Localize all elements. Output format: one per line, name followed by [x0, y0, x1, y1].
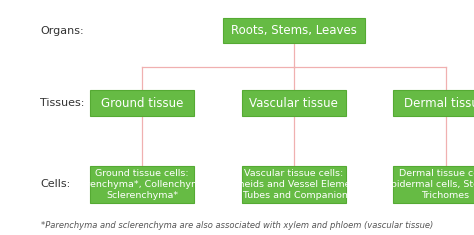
Text: Dermal tissue: Dermal tissue — [404, 97, 474, 110]
Text: Cells:: Cells: — [40, 180, 71, 189]
Text: Tissues:: Tissues: — [40, 98, 85, 108]
Text: *Parenchyma and sclerenchyma are also associated with xylem and phloem (vascular: *Parenchyma and sclerenchyma are also as… — [41, 221, 433, 230]
FancyBboxPatch shape — [90, 166, 194, 203]
Text: Organs:: Organs: — [40, 26, 84, 35]
FancyBboxPatch shape — [90, 90, 194, 116]
Text: Ground tissue cells:
Parenchyma*, Collenchyma,
Sclerenchyma*: Ground tissue cells: Parenchyma*, Collen… — [75, 169, 209, 200]
FancyBboxPatch shape — [242, 166, 346, 203]
Text: Vascular tissue cells:
Tracheids and Vessel Elements;
Sieve Tubes and Companion : Vascular tissue cells: Tracheids and Ves… — [214, 169, 374, 200]
FancyBboxPatch shape — [242, 90, 346, 116]
Text: Vascular tissue: Vascular tissue — [249, 97, 338, 110]
Text: Ground tissue: Ground tissue — [101, 97, 183, 110]
FancyBboxPatch shape — [223, 18, 365, 43]
FancyBboxPatch shape — [393, 166, 474, 203]
FancyBboxPatch shape — [393, 90, 474, 116]
Text: Dermal tissue cells:
Epidermal cells, Stomata,
Trichomes: Dermal tissue cells: Epidermal cells, St… — [385, 169, 474, 200]
Text: Roots, Stems, Leaves: Roots, Stems, Leaves — [231, 24, 357, 37]
